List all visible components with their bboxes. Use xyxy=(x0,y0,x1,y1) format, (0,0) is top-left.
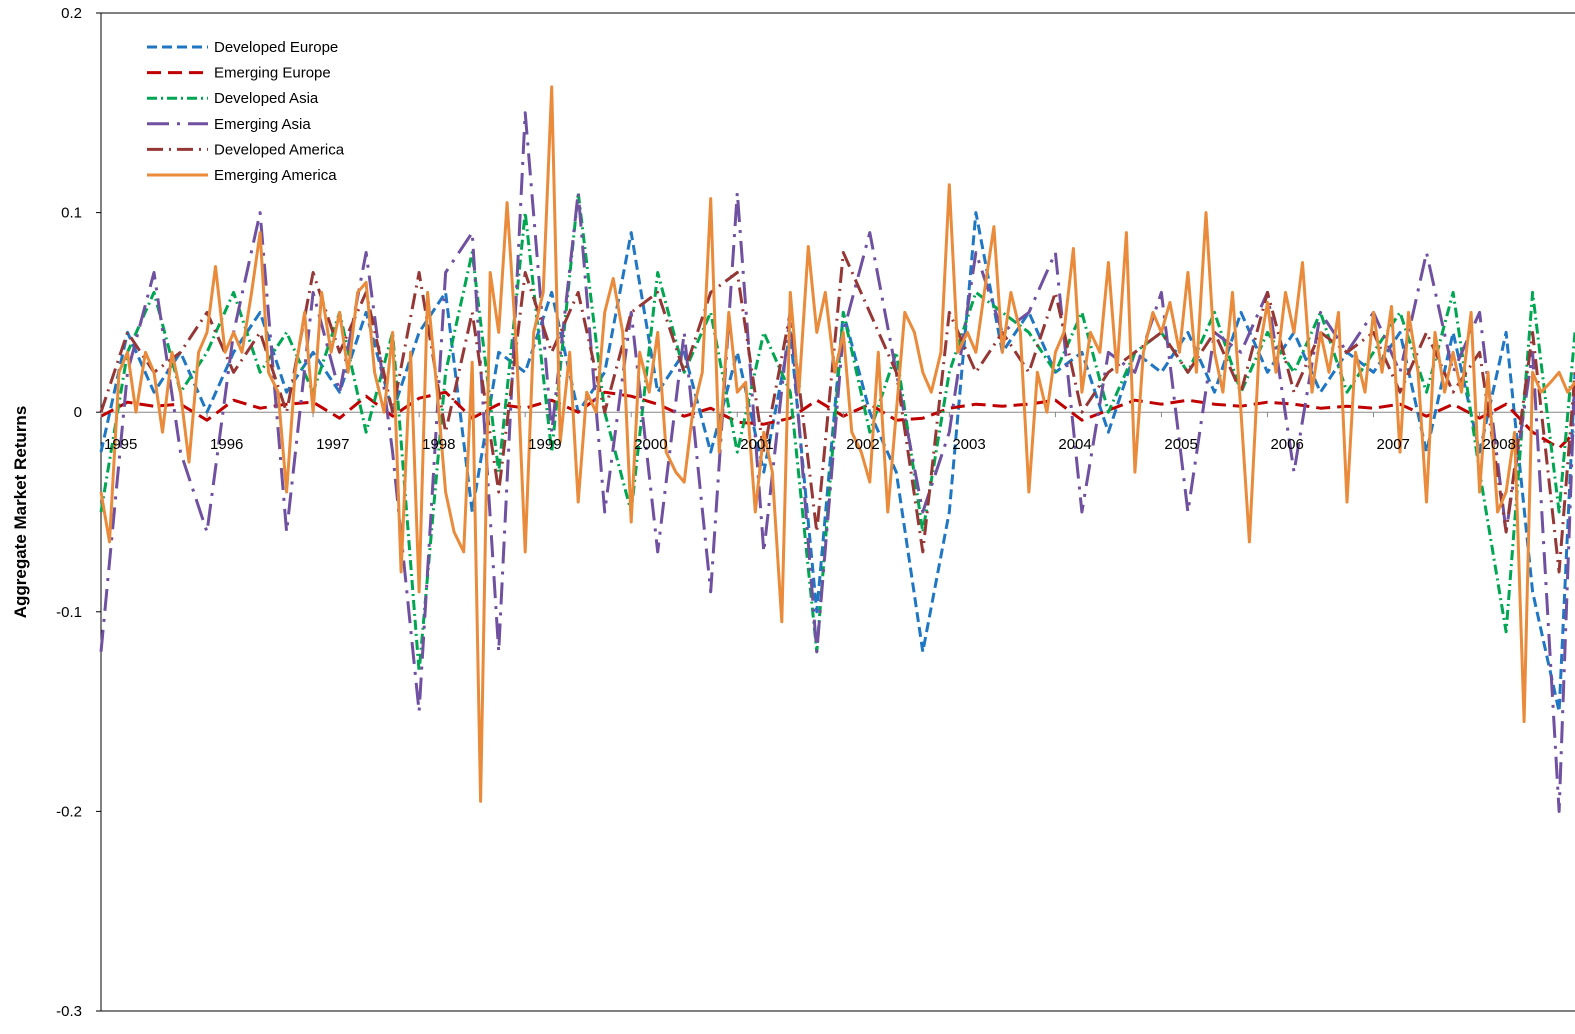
legend-entry-label: Developed America xyxy=(214,141,345,158)
x-tick-label: 2001 xyxy=(740,436,773,453)
y-axis-label: Aggregate Market Returns xyxy=(11,406,30,619)
x-tick-label: 1995 xyxy=(104,436,137,453)
series-line-emerging-america xyxy=(99,85,1575,803)
y-tick-label: 0.1 xyxy=(61,205,82,222)
legend: Developed Europe Emerging Europe Developed… xyxy=(147,39,345,184)
legend-entry-label: Emerging Asia xyxy=(214,116,311,133)
x-tick-label: 2003 xyxy=(952,436,985,453)
legend-entry-label: Developed Europe xyxy=(214,39,338,56)
x-tick-label: 1998 xyxy=(422,436,455,453)
series-group xyxy=(99,85,1575,813)
x-tick-label: 2002 xyxy=(846,436,879,453)
legend-entry-label: Developed Asia xyxy=(214,90,319,107)
y-tick-label: 0 xyxy=(74,404,82,421)
legend-entry-label: Emerging America xyxy=(214,167,337,184)
x-tick-label: 2008 xyxy=(1483,436,1516,453)
legend-entry-label: Emerging Europe xyxy=(214,65,331,82)
y-tick-label: -0.1 xyxy=(56,604,82,621)
x-tick-label: 2000 xyxy=(634,436,667,453)
y-axis: -0.3 -0.2 -0.1 0 0.1 0.2 xyxy=(56,5,101,1020)
y-tick-label: -0.3 xyxy=(56,1003,82,1020)
y-tick-label: 0.2 xyxy=(61,5,82,22)
x-tick-label: 2006 xyxy=(1270,436,1303,453)
series-line-developed-asia xyxy=(99,191,1575,674)
x-tick-label: 1997 xyxy=(316,436,349,453)
x-tick-label: 2007 xyxy=(1377,436,1410,453)
y-tick-label: -0.2 xyxy=(56,803,82,820)
x-tick-label: 1999 xyxy=(528,436,561,453)
series-line-emerging-asia xyxy=(99,111,1575,813)
series-line-developed-america xyxy=(99,251,1575,574)
x-tick-label: 1996 xyxy=(210,436,243,453)
x-tick-label: 2005 xyxy=(1164,436,1197,453)
x-tick-label: 2004 xyxy=(1058,436,1091,453)
x-axis: 1995 1996 1997 1998 1999 2000 2001 2002 2003 2004… xyxy=(100,412,1516,453)
